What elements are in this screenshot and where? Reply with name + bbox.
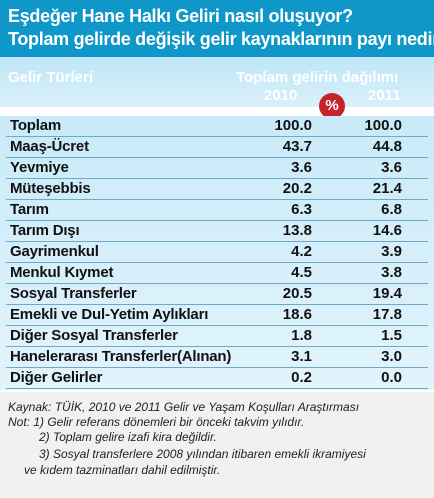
value-2010: 18.6 [282,306,312,323]
row-label: Yevmiye [10,159,69,176]
source-note: Kaynak: TÜİK, 2010 ve 2011 Gelir ve Yaşa… [8,400,360,414]
income-types-header: Gelir Türleri [8,69,94,86]
row-divider [6,220,428,221]
value-2011: 17.8 [372,306,402,323]
value-2010: 20.2 [282,180,312,197]
note-2: 2) Toplam gelire izafi kira değildir. [39,430,217,444]
row-divider [6,241,428,242]
income-table: Toplam 100.0 100.0 Maaş-Ücret 43.7 44.8 Yevmiy… [0,116,434,390]
title-line-1: Eşdeğer Hane Halkı Geliri nasıl oluşuyor… [8,6,353,26]
value-2011: 14.6 [372,222,402,239]
value-2010: 20.5 [282,285,312,302]
table-row: Emekli ve Dul-Yetim Aylıkları 18.6 17.8 [0,305,434,326]
table-row: Yevmiye 3.6 3.6 [0,158,434,179]
value-2010: 100.0 [274,117,312,134]
table-row: Menkul Kıymet 4.5 3.8 [0,263,434,284]
table-row: Diğer Sosyal Transferler 1.8 1.5 [0,326,434,347]
table-row: Müteşebbis 20.2 21.4 [0,179,434,200]
table-row: Toplam 100.0 100.0 [0,116,434,137]
row-divider [6,346,428,347]
note-3-continued: ve kıdem tazminatları dahil edilmiştir. [24,463,221,477]
table-row: Hanelerarası Transferler(Alınan) 3.1 3.0 [0,347,434,368]
note-3: 3) Sosyal transferlere 2008 yılından iti… [39,447,366,461]
value-2011: 19.4 [372,285,402,302]
value-2011: 3.9 [381,243,402,260]
row-divider [6,199,428,200]
note-1: Not: 1) Gelir referans dönemleri bir önc… [8,415,305,429]
title-line-2: Toplam gelirde değişik gelir kaynakların… [8,29,434,49]
value-2010: 3.6 [291,159,312,176]
row-divider [6,136,428,137]
header-bar: Eşdeğer Hane Halkı Geliri nasıl oluşuyor… [0,0,434,57]
row-label: Menkul Kıymet [10,264,114,281]
row-label: Maaş-Ücret [10,138,89,155]
table-row: Maaş-Ücret 43.7 44.8 [0,137,434,158]
table-row: Sosyal Transferler 20.5 19.4 [0,284,434,305]
value-2010: 43.7 [282,138,312,155]
distribution-header: Toplam gelirin dağılımı [236,69,399,86]
row-label: Müteşebbis [10,180,91,197]
row-divider [6,262,428,263]
value-2011: 21.4 [372,180,402,197]
row-divider [6,388,428,389]
value-2011: 0.0 [381,369,402,386]
value-2011: 3.6 [381,159,402,176]
value-2011: 100.0 [364,117,402,134]
row-divider [6,283,428,284]
row-label: Diğer Sosyal Transferler [10,327,178,344]
row-label: Hanelerarası Transferler(Alınan) [10,348,232,365]
row-label: Diğer Gelirler [10,369,103,386]
value-2011: 6.8 [381,201,402,218]
value-2010: 1.8 [291,327,312,344]
row-label: Tarım Dışı [10,222,80,239]
year-2011-header: 2011 [368,87,401,104]
row-divider [6,304,428,305]
value-2010: 4.5 [291,264,312,281]
table-row: Tarım 6.3 6.8 [0,200,434,221]
value-2011: 3.8 [381,264,402,281]
row-divider [6,367,428,368]
value-2011: 44.8 [372,138,402,155]
value-2010: 13.8 [282,222,312,239]
value-2010: 6.3 [291,201,312,218]
row-label: Toplam [10,117,62,134]
percent-badge: % [319,93,345,119]
table-row: Diğer Gelirler 0.2 0.0 [0,368,434,389]
row-divider [6,157,428,158]
table-row: Gayrimenkul 4.2 3.9 [0,242,434,263]
row-label: Tarım [10,201,49,218]
notes-panel: Kaynak: TÜİK, 2010 ve 2011 Gelir ve Yaşa… [0,392,434,498]
row-divider [6,178,428,179]
table-row: Tarım Dışı 13.8 14.6 [0,221,434,242]
row-label: Gayrimenkul [10,243,99,260]
row-label: Sosyal Transferler [10,285,137,302]
value-2010: 3.1 [291,348,312,365]
value-2010: 0.2 [291,369,312,386]
value-2011: 1.5 [381,327,402,344]
row-label: Emekli ve Dul-Yetim Aylıkları [10,306,209,323]
row-divider [6,325,428,326]
value-2011: 3.0 [381,348,402,365]
year-2010-header: 2010 [264,87,298,104]
value-2010: 4.2 [291,243,312,260]
column-header-band [0,57,434,107]
